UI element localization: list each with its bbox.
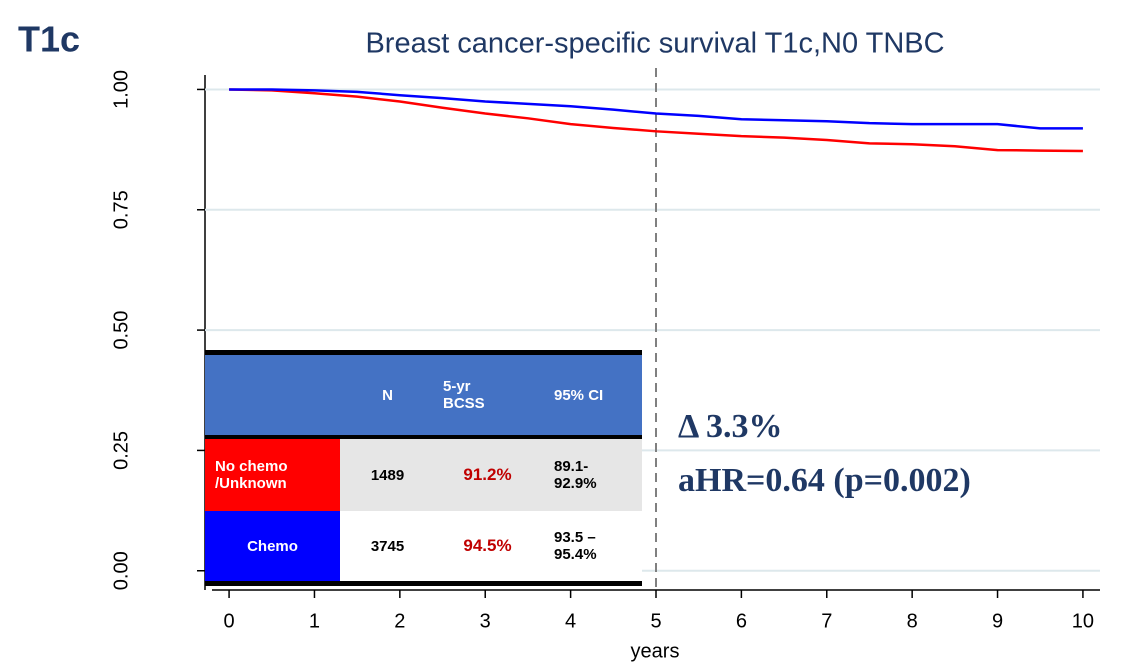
cell: 89.1- 92.9% xyxy=(540,439,642,511)
header-text: 5-yr BCSS xyxy=(443,378,485,412)
x-tick-label: 3 xyxy=(480,610,491,632)
row-label: Chemo xyxy=(205,511,340,581)
x-tick-label: 2 xyxy=(394,610,405,632)
cell-text: 94.5% xyxy=(463,536,512,555)
x-axis-label: years xyxy=(631,640,680,662)
cell-text: 93.5 – 95.4% xyxy=(554,529,597,563)
summary-table: N 5-yr BCSS 95% CI No chemo /Unknown 148… xyxy=(205,350,642,586)
x-tick-label: 7 xyxy=(821,610,832,632)
cell-text: 3745 xyxy=(370,537,405,555)
cell: 94.5% xyxy=(425,511,540,581)
row-label: No chemo /Unknown xyxy=(205,439,340,511)
header-text: 95% CI xyxy=(554,386,604,404)
x-tick-label: 1 xyxy=(309,610,320,632)
header-text: N xyxy=(382,386,393,404)
cell: 1489 xyxy=(340,439,425,511)
cell: 91.2% xyxy=(425,439,540,511)
y-tick-label: 1.00 xyxy=(110,70,132,109)
cell: 93.5 – 95.4% xyxy=(540,511,642,581)
cell-text: 1489 xyxy=(370,466,405,484)
header-cell xyxy=(205,355,340,435)
x-tick-label: 10 xyxy=(1072,610,1094,632)
cell-text: 89.1- 92.9% xyxy=(554,458,597,492)
cell: 3745 xyxy=(340,511,425,581)
table-row: No chemo /Unknown 1489 91.2% 89.1- 92.9% xyxy=(205,439,642,511)
row-label-text: No chemo /Unknown xyxy=(215,458,288,492)
x-tick-label: 4 xyxy=(565,610,576,632)
survival-line xyxy=(229,88,1083,130)
survival-line xyxy=(229,88,1083,153)
chart-title: Breast cancer-specific survival T1c,N0 T… xyxy=(365,28,944,60)
y-tick-label: 0.50 xyxy=(110,311,132,350)
y-tick-label: 0.00 xyxy=(110,551,132,590)
x-tick-label: 9 xyxy=(992,610,1003,632)
x-tick-label: 8 xyxy=(907,610,918,632)
row-label-text: Chemo xyxy=(247,537,298,555)
header-cell: 5-yr BCSS xyxy=(425,355,540,435)
corner-label: T1c xyxy=(18,19,80,60)
x-tick-label: 0 xyxy=(224,610,235,632)
y-tick-label: 0.25 xyxy=(110,431,132,470)
annotation: Δ 3.3% xyxy=(678,408,783,445)
table-header: N 5-yr BCSS 95% CI xyxy=(205,355,642,439)
table-row: Chemo 3745 94.5% 93.5 – 95.4% xyxy=(205,511,642,581)
y-tick-label: 0.75 xyxy=(110,190,132,229)
header-cell: N xyxy=(340,355,425,435)
x-tick-label: 6 xyxy=(736,610,747,632)
x-tick-label: 5 xyxy=(650,610,661,632)
header-cell: 95% CI xyxy=(540,355,642,435)
cell-text: 91.2% xyxy=(463,465,512,484)
annotation: aHR=0.64 (p=0.002) xyxy=(678,462,971,499)
